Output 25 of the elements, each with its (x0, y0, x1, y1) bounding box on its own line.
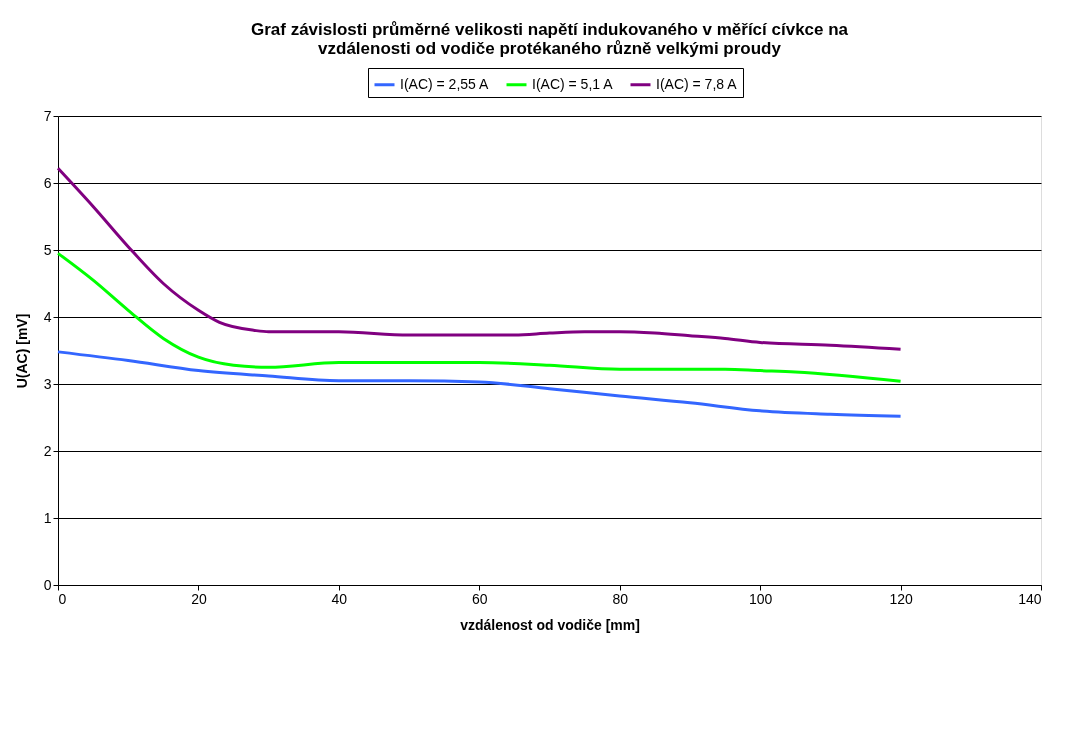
y-tick-label: 2 (43, 442, 52, 459)
line-series (56, 166, 903, 351)
y-axis-title: U(AC) [mV] (13, 313, 30, 389)
x-tick-label: 20 (191, 590, 207, 607)
x-tick-label: 0 (58, 590, 67, 607)
y-tick-label: 3 (43, 375, 52, 392)
x-tick-label: 80 (612, 590, 629, 607)
x-tick-label: 120 (889, 590, 913, 607)
x-tick-label: 40 (331, 590, 348, 607)
x-tick-label: 100 (748, 590, 773, 607)
x-tick-label: 140 (1018, 590, 1042, 607)
legend-label: I(AC) = 7,8 A (656, 75, 738, 92)
y-tick-label: 6 (43, 174, 52, 191)
line-series (56, 251, 903, 383)
y-tick-label: 0 (43, 576, 52, 593)
x-axis-title: vzdálenost od vodiče [mm] (460, 616, 640, 633)
chart-title: Graf závislosti průměrné velikosti napětí indukovaného v měřící cívkce na vzdálenosti od vodiče protékaného různě velkými proudy (250, 19, 849, 58)
legend-label: I(AC) = 5,1 A (532, 75, 614, 92)
y-tick-label: 1 (43, 509, 52, 526)
y-tick-label: 5 (43, 241, 52, 258)
y-tick-label: 7 (43, 107, 52, 124)
legend-label: I(AC) = 2,55 A (400, 75, 489, 92)
line-series (56, 350, 903, 418)
y-tick-label: 4 (43, 308, 52, 325)
x-tick-label: 60 (472, 590, 488, 607)
